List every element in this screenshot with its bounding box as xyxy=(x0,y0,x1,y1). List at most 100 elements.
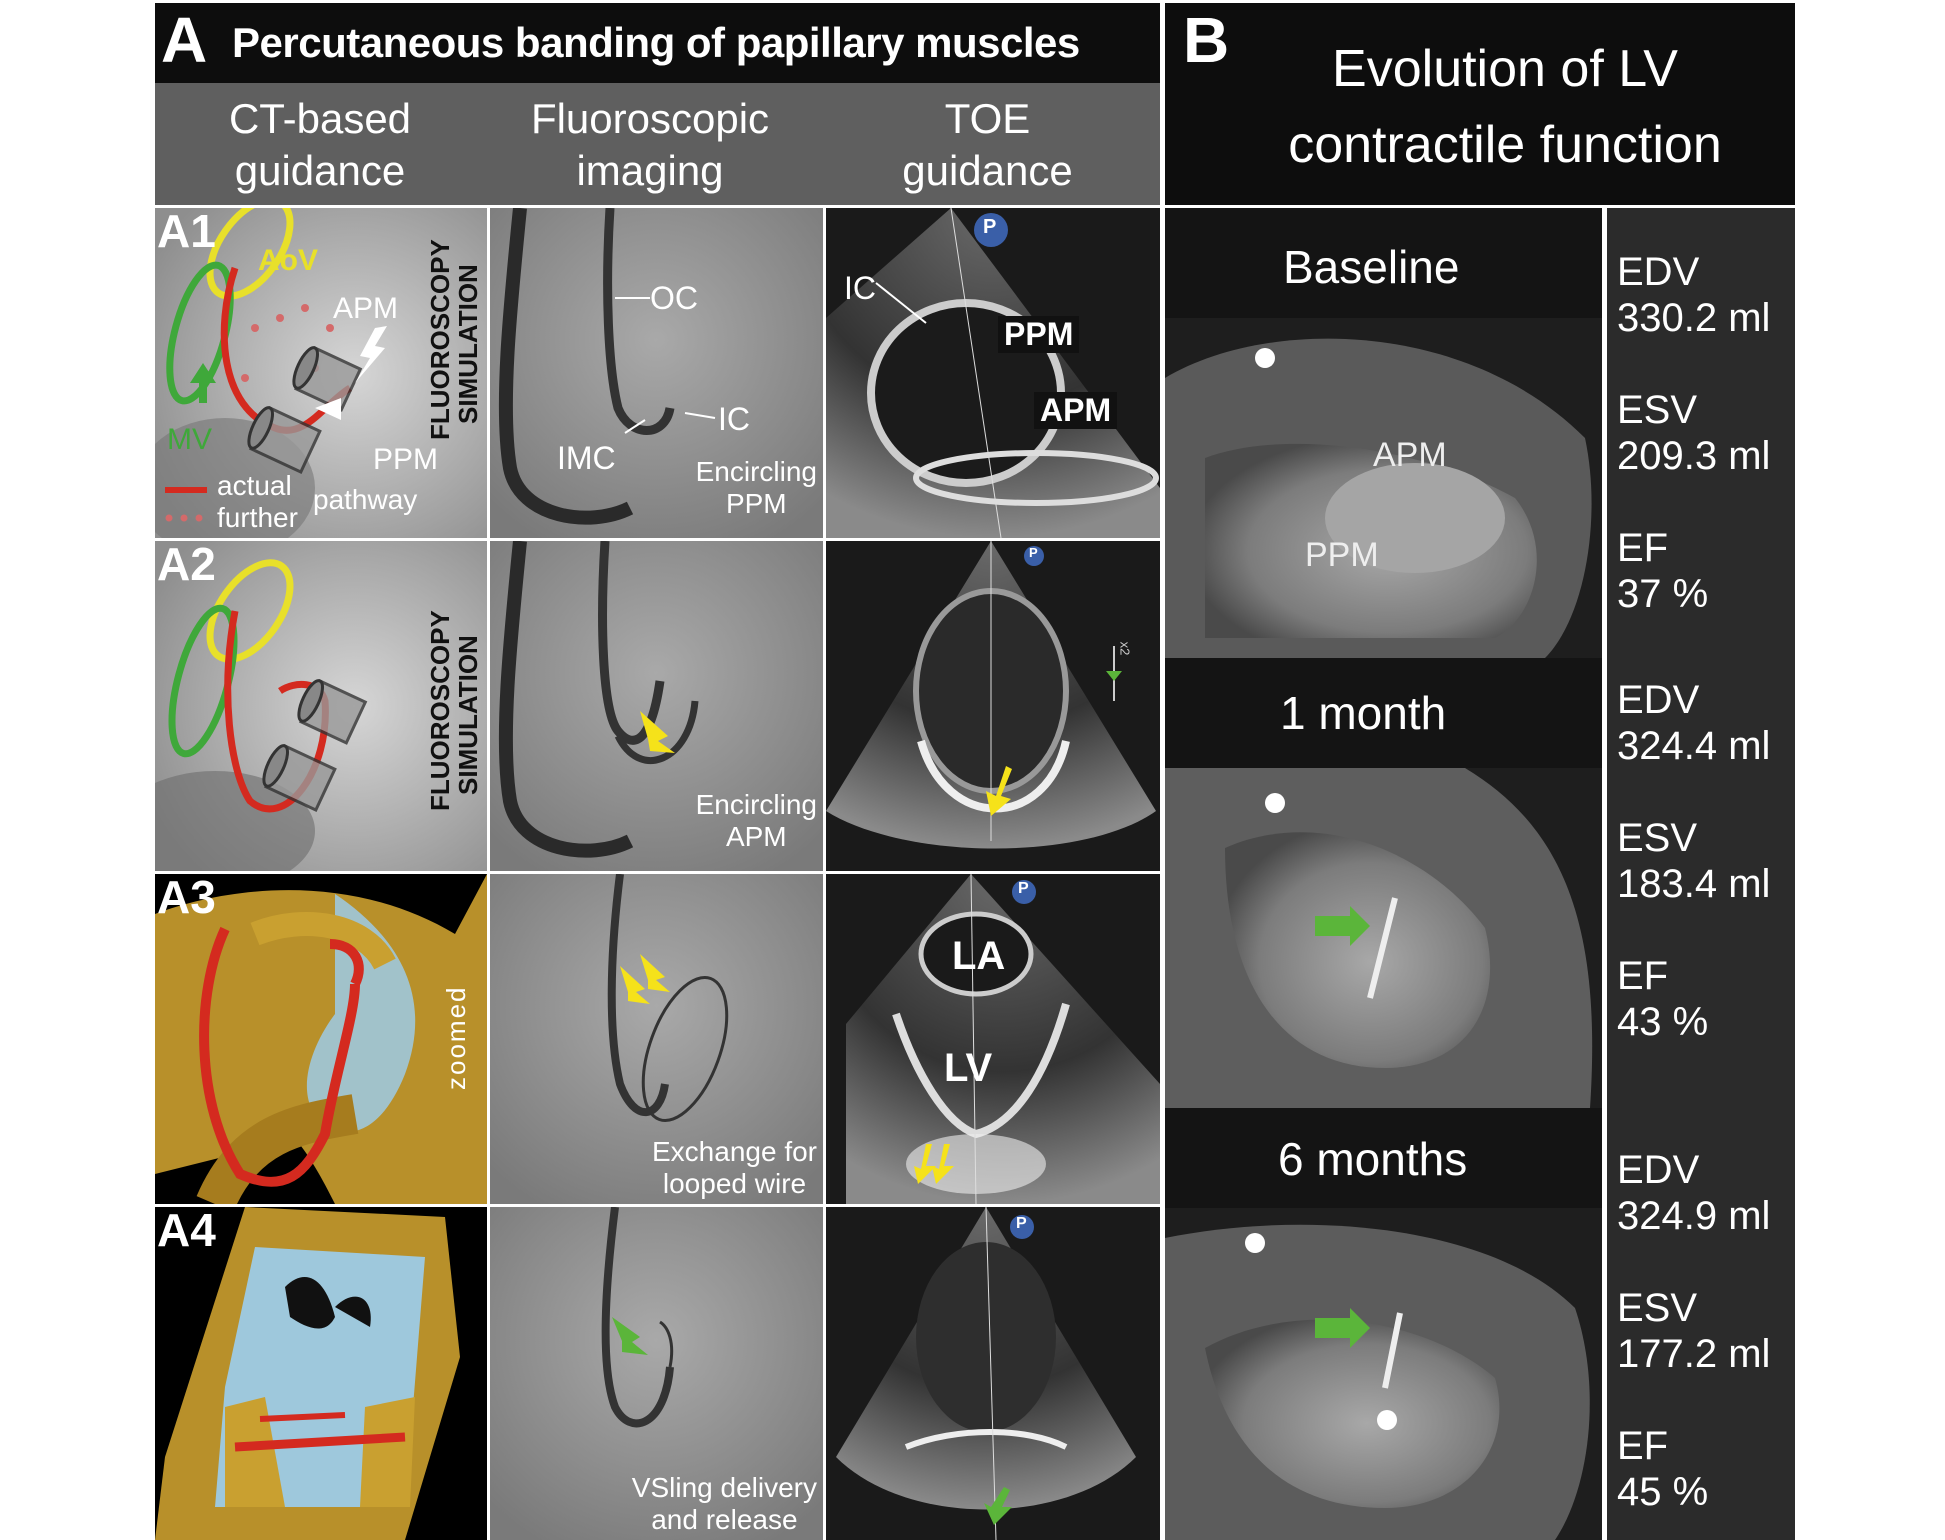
fluoro-caption-a1-line1: Encircling xyxy=(695,456,817,487)
stat-value-edv-baseline: 330.2 ml xyxy=(1617,296,1771,340)
label-ic-toe: IC xyxy=(844,270,876,306)
toe-image-a4 xyxy=(836,1207,1136,1540)
ct-image-1-month xyxy=(1165,768,1602,1108)
stat-value-ef-baseline: 37 % xyxy=(1617,572,1709,616)
row-label-a4: A4 xyxy=(157,1207,216,1256)
ct-sim-image-a2 xyxy=(155,541,487,871)
fluoro-image-a4 xyxy=(490,1207,823,1540)
fluoro-caption-a1-line2: PPM xyxy=(725,488,787,519)
panel-b-images: Baseline APM PPM 1 month 6 months xyxy=(1165,208,1602,1540)
stat-label-ef-6-months: EF xyxy=(1617,1424,1669,1468)
ct-3d-image-a3 xyxy=(155,874,487,1204)
scale-x2: x2 xyxy=(1117,641,1133,656)
side-text-a3-line1: zoomed xyxy=(441,986,471,1091)
fluoro-caption-a3-line2: looped wire xyxy=(662,1168,807,1199)
ct-panel-a1: A1 AoV APM MV PPM actual further pathway xyxy=(155,208,487,538)
label-oc: OC xyxy=(650,280,698,316)
stat-value-edv-6-months: 324.9 ml xyxy=(1617,1194,1771,1238)
label-ppm-ct: PPM xyxy=(373,443,439,476)
fluoro-caption-a1: Encircling PPM xyxy=(696,456,817,520)
label-lv: LV xyxy=(944,1046,993,1090)
side-text-svg-a3: zoomed xyxy=(441,986,471,1091)
row-label-a2: A2 xyxy=(157,541,216,590)
stat-label-esv-6-months: ESV xyxy=(1617,1286,1698,1330)
stat-value-ef-1-month: 43 % xyxy=(1617,1000,1709,1044)
column-header-fluoro-line1: Fluoroscopic xyxy=(530,95,770,142)
label-ic-fluoro: IC xyxy=(718,401,750,437)
stat-value-esv-6-months: 177.2 ml xyxy=(1617,1332,1771,1376)
label-mv: MV xyxy=(167,423,212,456)
toe-image-a3 xyxy=(846,874,1160,1204)
row-label-a3: A3 xyxy=(157,874,216,923)
column-header-ct-line2: guidance xyxy=(234,147,406,194)
stat-label-edv-6-months: EDV xyxy=(1617,1148,1700,1192)
ct-panel-a4: A4 xyxy=(155,1207,487,1540)
stat-label-ef-baseline: EF xyxy=(1617,526,1669,570)
label-la: LA xyxy=(952,934,1006,978)
column-header-fluoro: Fluoroscopic imaging xyxy=(485,93,815,197)
toe-panel-a2: P x2 xyxy=(826,541,1160,871)
fluoro-caption-a3-line1: Exchange for xyxy=(652,1136,817,1167)
stat-value-esv-1-month: 183.4 ml xyxy=(1617,862,1771,906)
label-imc: IMC xyxy=(557,440,616,476)
panel-b-stats: EDV 330.2 ml ESV 209.3 ml EF 37 % EDV 32… xyxy=(1607,208,1795,1540)
ct-panel-a2: A2 xyxy=(155,541,487,871)
panel-b-letter: B xyxy=(1183,4,1230,76)
timepoint-label-6-months: 6 months xyxy=(1278,1133,1468,1185)
legend-actual: actual xyxy=(217,470,292,501)
fluoro-panel-a4: VSling delivery and release xyxy=(490,1207,823,1540)
row-label-a1: A1 xyxy=(157,208,216,257)
label-apm-b: APM xyxy=(1373,436,1447,474)
fluoro-panel-a3: Exchange for looped wire xyxy=(490,874,823,1204)
badge-p-a1: P xyxy=(983,216,997,238)
legend-pathway: pathway xyxy=(313,484,418,515)
side-text-a1-line2: SIMULATION xyxy=(453,264,483,424)
timepoint-label-1-month: 1 month xyxy=(1280,687,1447,739)
fluoro-caption-a2-line2: APM xyxy=(725,821,787,852)
badge-p-a2: P xyxy=(1029,545,1038,560)
column-header-toe-line1: TOE xyxy=(944,95,1031,142)
side-text-svg-a1: FLUOROSCOPY SIMULATION xyxy=(425,239,483,440)
ct-image-baseline: APM PPM xyxy=(1165,318,1602,658)
side-text-svg-a2: FLUOROSCOPY SIMULATION xyxy=(425,610,483,811)
side-text-a1-line1: FLUOROSCOPY xyxy=(425,239,455,440)
panel-b-title-line1: Evolution of LV xyxy=(1332,40,1678,98)
fluoro-panel-a2: Encircling APM xyxy=(490,541,823,871)
fluoro-caption-a3: Exchange for looped wire xyxy=(652,1136,817,1200)
column-header-toe: TOE guidance xyxy=(815,93,1160,197)
label-apm-ct: APM xyxy=(333,292,399,325)
badge-p-a3: P xyxy=(1018,880,1029,897)
panel-a-header: A Percutaneous banding of papillary musc… xyxy=(155,3,1160,83)
ct-3d-image-a4 xyxy=(155,1207,460,1540)
toe-image-a2 xyxy=(826,541,1156,849)
stat-label-esv-baseline: ESV xyxy=(1617,388,1698,432)
legend-further: further xyxy=(217,502,298,533)
badge-p-a4: P xyxy=(1016,1215,1027,1232)
panel-b-title-line2: contractile function xyxy=(1288,116,1722,174)
toe-panel-a3: P LA LV xyxy=(826,874,1160,1204)
fluoro-caption-a2: Encircling APM xyxy=(696,789,817,853)
stat-label-edv-baseline: EDV xyxy=(1617,250,1700,294)
fluoro-caption-a4-line1: VSling delivery xyxy=(631,1472,817,1503)
fluoro-panel-a1: OC IC IMC Encircling PPM xyxy=(490,208,823,538)
stat-value-ef-6-months: 45 % xyxy=(1617,1470,1709,1514)
stat-label-ef-1-month: EF xyxy=(1617,954,1669,998)
fluoro-image-a2 xyxy=(490,541,823,871)
column-header-ct-line1: CT-based xyxy=(228,95,412,142)
stat-value-edv-1-month: 324.4 ml xyxy=(1617,724,1771,768)
column-header-ct: CT-based guidance xyxy=(155,93,485,197)
panel-b-title: Evolution of LV contractile function xyxy=(1225,31,1785,183)
fluoro-image-a3 xyxy=(490,874,823,1204)
toe-panel-a1: P IC PPM APM xyxy=(826,208,1160,538)
stat-label-esv-1-month: ESV xyxy=(1617,816,1698,860)
timepoint-label-baseline: Baseline xyxy=(1283,241,1460,293)
panel-b-header: B Evolution of LV contractile function xyxy=(1165,3,1795,205)
ct-panel-a3: A3 xyxy=(155,874,487,1204)
side-text-a2-line1: FLUOROSCOPY xyxy=(425,610,455,811)
ct-image-6-months xyxy=(1165,1208,1602,1540)
stat-value-esv-baseline: 209.3 ml xyxy=(1617,434,1771,478)
ct-sim-image-a1 xyxy=(155,208,487,538)
stat-label-edv-1-month: EDV xyxy=(1617,678,1700,722)
fluoro-caption-a2-line1: Encircling xyxy=(695,789,817,820)
fluoro-image-a1 xyxy=(490,208,823,538)
